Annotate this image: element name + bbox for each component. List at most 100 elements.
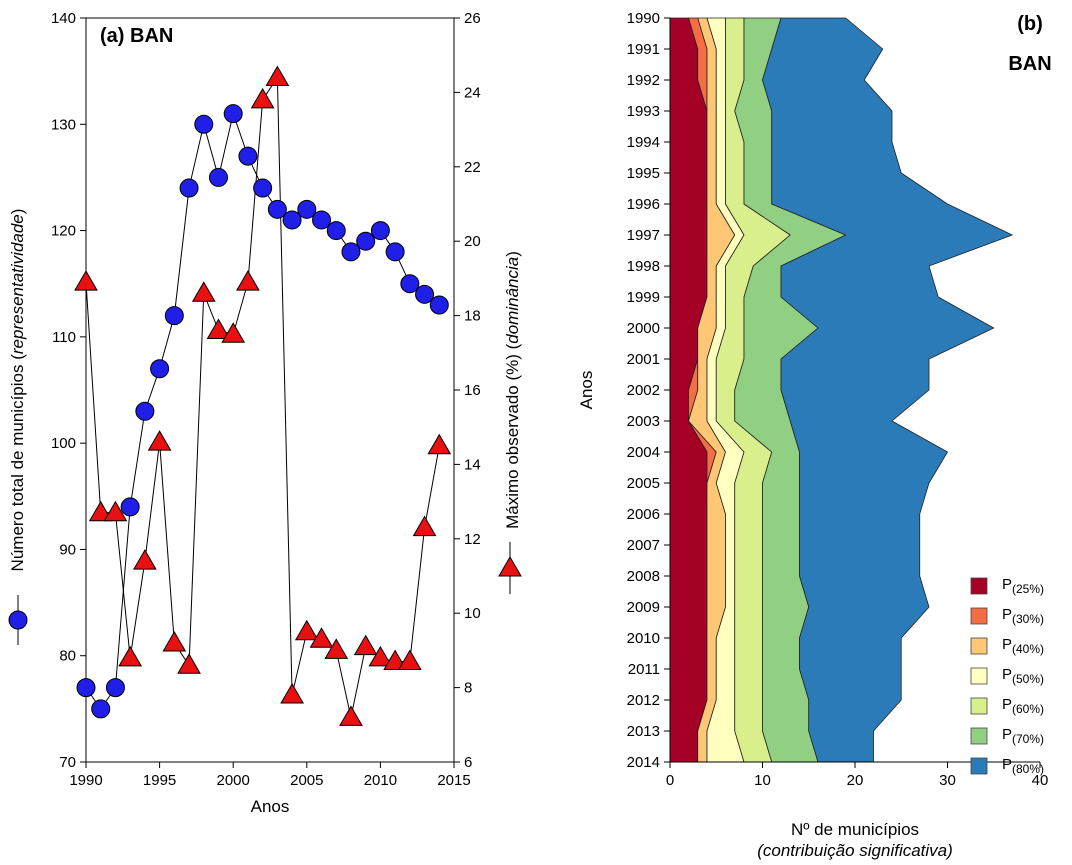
data-point-circle	[356, 231, 376, 251]
data-point-circle	[120, 497, 140, 517]
year-tick-label: 1992	[627, 72, 660, 89]
right-y-tick-label: 6	[464, 754, 472, 771]
legend-label: P(80%)	[1002, 756, 1044, 776]
panel-a-plot-frame	[85, 17, 455, 763]
left-y-tick-label: 100	[51, 435, 76, 452]
left-y-tick-label: 140	[51, 10, 76, 27]
year-tick-label: 2005	[627, 475, 660, 492]
legend-label: P(40%)	[1002, 636, 1044, 656]
data-point-circle	[91, 699, 111, 719]
data-point-triangle	[265, 65, 290, 87]
data-point-triangle	[280, 683, 304, 704]
left-axis-legend-marker	[8, 595, 28, 645]
year-tick-label: 2014	[627, 754, 660, 771]
x-tick-label: 30	[939, 772, 956, 789]
right-y-tick-label: 18	[464, 308, 481, 325]
left-y-tick-label: 90	[59, 541, 76, 558]
data-point-triangle	[412, 515, 437, 537]
year-tick-label: 1999	[627, 289, 660, 306]
year-tick-label: 2001	[627, 351, 660, 368]
data-point-circle	[370, 221, 390, 241]
year-tick-label: 2013	[627, 723, 660, 740]
data-point-triangle	[147, 430, 172, 451]
panel-b-legend: P(25%) P(30%) P(40%) P(50%) P(60%) P(70%) P(80…	[970, 576, 1044, 776]
right-y-tick-label: 12	[464, 531, 481, 548]
year-tick-label: 2012	[627, 692, 660, 709]
legend-triangle-marker	[498, 556, 522, 577]
data-point-circle	[385, 242, 405, 262]
data-point-triangle	[383, 649, 407, 671]
right-y-tick-label: 22	[464, 159, 481, 176]
data-point-circle	[194, 114, 214, 134]
data-point-triangle	[162, 630, 187, 652]
right-axis-legend-marker	[498, 542, 522, 594]
data-point-triangle	[324, 638, 349, 659]
right-y-tick-label: 10	[464, 605, 481, 622]
data-point-triangle	[103, 500, 128, 522]
data-point-circle	[253, 178, 273, 198]
legend-swatch	[970, 757, 988, 775]
data-point-circle	[400, 274, 420, 294]
data-point-circle	[179, 178, 199, 198]
data-point-triangle	[294, 619, 319, 641]
right-y-tick-label: 14	[464, 456, 481, 473]
legend-swatch	[970, 637, 988, 655]
panel-a-title: (a) BAN	[100, 25, 173, 47]
data-point-triangle	[339, 705, 363, 726]
legend-label: P(50%)	[1002, 666, 1044, 686]
data-point-triangle	[118, 645, 143, 667]
x-tick-label: 2015	[437, 772, 470, 789]
x-tick-label: 1995	[143, 772, 176, 789]
data-point-triangle	[74, 270, 98, 291]
data-point-triangle	[427, 433, 452, 455]
legend-swatch	[970, 577, 988, 595]
panel-b-x-axis-note: (contribuição significativa)	[757, 841, 953, 860]
panel-b-x-axis-label: Nº de municípios	[791, 820, 919, 839]
year-tick-label: 1995	[627, 165, 660, 182]
legend-label: P(30%)	[1002, 606, 1044, 626]
data-point-triangle	[191, 281, 216, 302]
data-point-circle	[223, 104, 243, 124]
right-y-tick-label: 8	[464, 680, 472, 697]
data-point-triangle	[368, 645, 393, 667]
data-point-triangle	[177, 653, 201, 674]
panel-b-chart: 1990 1991 1992 1993 1994 1995 1996 1997 1998 1999…	[577, 10, 1052, 860]
left-y-tick-label: 80	[59, 648, 76, 665]
x-tick-label: 0	[666, 772, 674, 789]
data-point-triangle	[221, 322, 246, 343]
data-point-circle	[297, 199, 317, 219]
x-tick-label: 40	[1032, 772, 1049, 789]
data-point-triangle	[309, 627, 334, 648]
year-tick-label: 2000	[627, 320, 660, 337]
panel-a-chart: 1990 1995 2000 2005 2010 20157080901001101201…	[8, 10, 522, 816]
data-point-circle	[267, 199, 287, 219]
legend-circle-marker	[8, 610, 28, 630]
data-point-circle	[415, 284, 435, 304]
year-tick-label: 1991	[627, 41, 660, 58]
data-point-triangle	[88, 500, 113, 522]
panel-a-left-y-axis-label: Número total de municípios (representati…	[8, 209, 27, 572]
right-y-tick-label: 24	[464, 84, 481, 101]
year-tick-label: 2008	[627, 568, 660, 585]
year-tick-label: 2006	[627, 506, 660, 523]
data-point-circle	[150, 359, 170, 379]
data-point-circle	[341, 242, 361, 262]
data-point-triangle	[250, 87, 275, 109]
year-tick-label: 2002	[627, 382, 660, 399]
legend-swatch	[970, 667, 988, 685]
x-tick-label: 2000	[217, 772, 250, 789]
x-tick-label: 20	[847, 772, 864, 789]
data-point-circle	[76, 678, 96, 698]
left-y-tick-label: 120	[51, 223, 76, 240]
right-y-tick-label: 20	[464, 233, 481, 250]
year-tick-label: 2004	[627, 444, 660, 461]
legend-label: P(70%)	[1002, 726, 1044, 746]
year-tick-label: 1994	[627, 134, 660, 151]
panel-a-x-axis-label: Anos	[251, 797, 290, 816]
data-point-triangle	[353, 634, 378, 656]
year-tick-label: 1990	[627, 10, 660, 27]
year-tick-label: 2011	[628, 661, 660, 678]
data-point-circle	[282, 210, 302, 230]
data-point-circle	[326, 221, 346, 241]
